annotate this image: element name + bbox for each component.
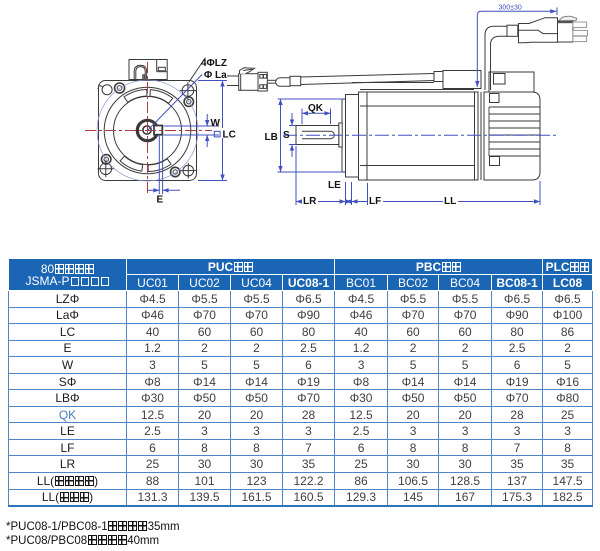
- svg-text:W: W: [211, 118, 221, 129]
- svg-text:QK: QK: [308, 103, 324, 114]
- svg-text:LC: LC: [223, 130, 236, 141]
- svg-text:Φ La: Φ La: [204, 70, 227, 81]
- svg-text:S: S: [283, 130, 290, 141]
- svg-text:LE: LE: [328, 180, 341, 191]
- svg-text:LB: LB: [265, 132, 278, 143]
- svg-text:LL: LL: [444, 196, 456, 207]
- svg-text:300±30: 300±30: [499, 5, 522, 12]
- svg-text:LF: LF: [369, 196, 381, 207]
- svg-text:E: E: [157, 195, 164, 206]
- svg-text:LR: LR: [303, 196, 317, 207]
- svg-text:4ΦLZ: 4ΦLZ: [201, 58, 227, 69]
